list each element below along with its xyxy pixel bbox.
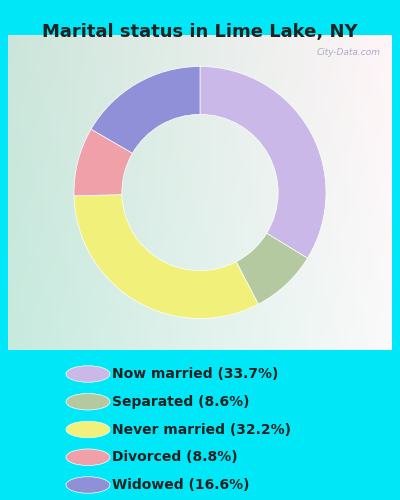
Circle shape [66,366,110,382]
Wedge shape [236,233,308,304]
Text: Separated (8.6%): Separated (8.6%) [112,395,250,409]
Circle shape [66,421,110,438]
Text: Marital status in Lime Lake, NY: Marital status in Lime Lake, NY [42,22,358,40]
Circle shape [66,477,110,493]
Text: Divorced (8.8%): Divorced (8.8%) [112,450,238,464]
Wedge shape [74,129,132,196]
Wedge shape [74,194,258,318]
Text: City-Data.com: City-Data.com [316,48,380,56]
Wedge shape [91,66,200,153]
Circle shape [66,449,110,466]
Circle shape [66,394,110,410]
Text: Never married (32.2%): Never married (32.2%) [112,422,291,436]
Text: Now married (33.7%): Now married (33.7%) [112,367,278,381]
Text: Widowed (16.6%): Widowed (16.6%) [112,478,250,492]
Wedge shape [200,66,326,258]
